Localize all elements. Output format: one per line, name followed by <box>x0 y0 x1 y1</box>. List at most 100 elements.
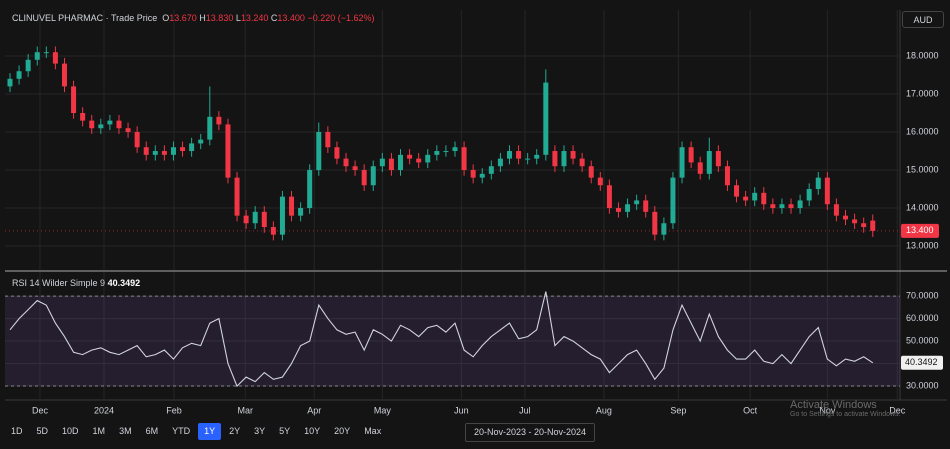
candle-body <box>815 177 821 190</box>
range-button[interactable]: 6M <box>145 426 159 436</box>
last-price-tag <box>901 223 939 238</box>
x-tick-label: Oct <box>743 405 758 415</box>
range-button[interactable]: 10D <box>62 426 79 436</box>
candle-body <box>752 192 758 201</box>
watermark: Activate Windows Go to Settings to activa… <box>790 399 901 418</box>
candle-body <box>425 154 431 163</box>
x-tick-label: 2024 <box>94 405 114 415</box>
candle-body <box>234 177 240 216</box>
range-button[interactable]: 1M <box>92 426 106 436</box>
range-button[interactable]: Max <box>364 426 382 436</box>
x-tick-label: Jun <box>454 405 469 415</box>
candle-body <box>516 151 522 159</box>
range-button[interactable]: 3M <box>119 426 132 436</box>
range-toolbar: 1D 5D 10D 1M 3M 6M YTD 1Y 2Y 3Y 5Y 10Y 20Y Max <box>5 423 387 440</box>
rsi-band <box>5 296 900 387</box>
range-button[interactable]: YTD <box>172 426 191 436</box>
candle-body <box>289 196 295 216</box>
candle-body <box>52 52 58 64</box>
candle-body <box>497 158 503 167</box>
watermark-text: Go to Settings to activate Windows. <box>790 411 901 418</box>
y-tick-label: 16.0000 <box>906 126 939 136</box>
range-button[interactable]: 5D <box>36 426 49 436</box>
candle-body <box>488 166 494 174</box>
candle-body <box>125 128 131 133</box>
rsi-line <box>9 291 874 388</box>
candle-body <box>370 166 376 186</box>
candle-body <box>770 204 776 209</box>
candle-body <box>579 158 585 167</box>
candle-body <box>543 82 549 155</box>
candle-body <box>715 151 721 167</box>
candle-body <box>71 86 77 114</box>
candle-body <box>561 151 567 167</box>
rsi-legend: RSI 14 Wilder Simple 9 40.3492 <box>12 278 140 288</box>
candle-body <box>761 192 767 205</box>
candle-body <box>34 52 40 60</box>
candle-body <box>452 147 458 152</box>
range-button[interactable]: 3Y <box>254 426 266 436</box>
candle-body <box>398 154 404 171</box>
currency[interactable]: AUD <box>902 11 944 28</box>
candle-body <box>597 177 603 186</box>
candle-body <box>434 151 440 155</box>
candle-body <box>207 116 213 140</box>
rsi-value-label: 40.3492 <box>905 357 938 367</box>
candle-body <box>116 120 122 129</box>
candle-body <box>688 147 694 163</box>
candle-body <box>734 185 740 197</box>
candle-body <box>180 147 186 152</box>
candle-body <box>861 223 867 228</box>
candle-body <box>570 151 576 159</box>
candle-body <box>470 170 476 178</box>
candle-body <box>98 124 104 129</box>
x-tick-label: Dec <box>32 405 49 415</box>
candle-body <box>7 78 13 87</box>
candle-body <box>225 124 231 178</box>
candle-body <box>279 196 285 235</box>
candle-body <box>243 215 249 224</box>
o-value: 13.670 <box>169 13 197 23</box>
candle-body <box>25 59 31 72</box>
range-button[interactable]: 20Y <box>334 426 351 436</box>
y-tick-label: 14.0000 <box>906 202 939 212</box>
candle-body <box>170 147 176 155</box>
candle-body <box>706 151 712 174</box>
c-value: 13.400 <box>277 13 305 23</box>
rsi-value-tag <box>901 355 943 370</box>
candle-body <box>806 189 812 201</box>
range-button[interactable]: 5Y <box>279 426 291 436</box>
range-button[interactable]: 2Y <box>229 426 241 436</box>
x-tick-label: May <box>374 405 392 415</box>
candle-body <box>552 151 558 167</box>
candle-body <box>652 211 658 235</box>
candle-body <box>479 173 485 178</box>
x-tick-label: Sep <box>670 405 686 415</box>
candle-body <box>107 120 113 125</box>
candle-body <box>443 151 449 153</box>
range-button[interactable]: 1Y <box>198 423 222 440</box>
change: −0.220 (−1.62%) <box>307 13 375 23</box>
candle-body <box>743 196 749 201</box>
y-tick-label: 13.0000 <box>906 240 939 250</box>
range-button[interactable]: 1D <box>11 426 23 436</box>
candle-body <box>325 132 331 148</box>
candle-body <box>588 166 594 178</box>
candle-body <box>261 211 267 228</box>
symbol: CLINUVEL PHARMAC · Trade Price <box>12 13 158 23</box>
y-tick-label: 50.0000 <box>906 335 939 345</box>
candle-body <box>852 219 858 224</box>
candle-body <box>189 143 195 152</box>
candle-body <box>779 204 785 209</box>
candle-body <box>670 177 676 224</box>
candle-body <box>506 151 512 159</box>
candle-body <box>407 154 413 159</box>
l-value: 13.240 <box>240 13 269 23</box>
candle-body <box>143 147 149 155</box>
candle-body <box>525 158 531 160</box>
candle-body <box>870 220 876 231</box>
date-range[interactable]: 20-Nov-2023 - 20-Nov-2024 <box>465 423 596 442</box>
candle-body <box>352 166 358 171</box>
range-button[interactable]: 10Y <box>304 426 321 436</box>
